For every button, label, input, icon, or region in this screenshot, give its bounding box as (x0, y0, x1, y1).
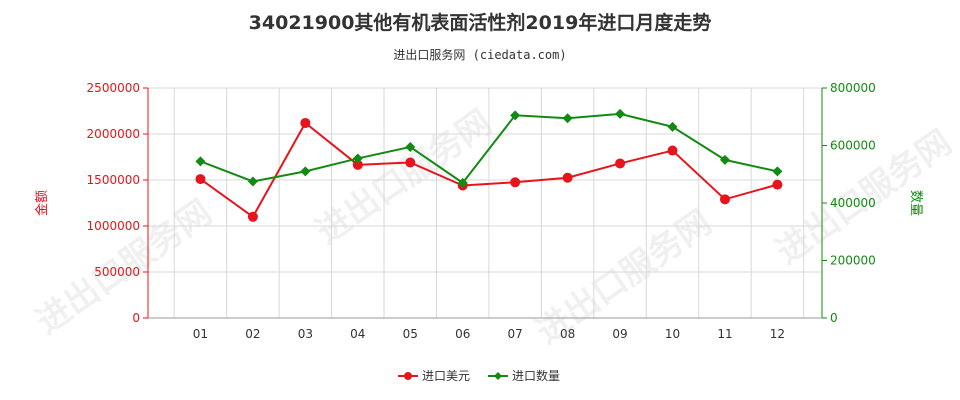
data-point-quantity (719, 154, 730, 165)
data-point-quantity (247, 176, 258, 187)
data-point-amount (510, 177, 521, 188)
data-point-amount (352, 159, 363, 170)
data-point-amount (195, 174, 206, 185)
right-tick-label: 200000 (830, 254, 876, 268)
x-tick-label: 01 (193, 327, 208, 341)
data-point-quantity (667, 121, 678, 132)
data-point-quantity (510, 110, 521, 121)
legend-label-amount: 进口美元 (422, 369, 470, 383)
data-point-quantity (615, 108, 626, 119)
left-tick-label: 1500000 (87, 173, 140, 187)
data-point-amount (300, 117, 311, 128)
left-tick-label: 1000000 (87, 219, 140, 233)
right-tick-label: 400000 (830, 196, 876, 210)
left-tick-label: 2000000 (87, 127, 140, 141)
x-tick-label: 05 (403, 327, 418, 341)
x-tick-label: 11 (717, 327, 732, 341)
x-tick-label: 02 (245, 327, 260, 341)
data-point-quantity (405, 141, 416, 152)
data-point-amount (247, 211, 258, 222)
chart-subtitle: 进出口服务网 (ciedata.com) (393, 48, 567, 62)
right-axis-title: 数量 (908, 190, 923, 216)
data-point-amount (719, 194, 730, 205)
data-point-amount (615, 158, 626, 169)
right-tick-label: 0 (830, 311, 838, 325)
data-point-amount (562, 172, 573, 183)
x-tick-label: 10 (665, 327, 680, 341)
right-tick-label: 600000 (830, 139, 876, 153)
data-point-amount (667, 145, 678, 156)
left-tick-label: 2500000 (87, 81, 140, 95)
data-point-quantity (195, 156, 206, 167)
x-tick-label: 07 (508, 327, 523, 341)
data-point-amount (772, 179, 783, 190)
data-point-amount (405, 157, 416, 168)
x-tick-label: 12 (770, 327, 785, 341)
x-tick-label: 03 (298, 327, 313, 341)
x-tick-label: 08 (560, 327, 575, 341)
series-line-amount (199, 121, 778, 219)
legend-label-quantity: 进口数量 (512, 368, 560, 383)
legend-marker-amount (404, 372, 412, 380)
legend-marker-quantity (494, 372, 502, 380)
data-point-quantity (352, 153, 363, 164)
series-line-quantity (200, 112, 778, 185)
x-tick-label: 09 (612, 327, 627, 341)
data-point-quantity (300, 166, 311, 177)
left-tick-label: 0 (132, 311, 140, 325)
left-axis-title: 金额 (34, 190, 50, 216)
x-tick-label: 04 (350, 327, 365, 341)
x-tick-label: 06 (455, 327, 470, 341)
left-tick-label: 500000 (94, 265, 140, 279)
data-point-quantity (457, 177, 468, 188)
chart-title: 34021900其他有机表面活性剂2019年进口月度走势 (248, 12, 712, 34)
data-point-quantity (772, 166, 783, 177)
data-point-quantity (562, 113, 573, 124)
right-tick-label: 800000 (830, 81, 876, 95)
